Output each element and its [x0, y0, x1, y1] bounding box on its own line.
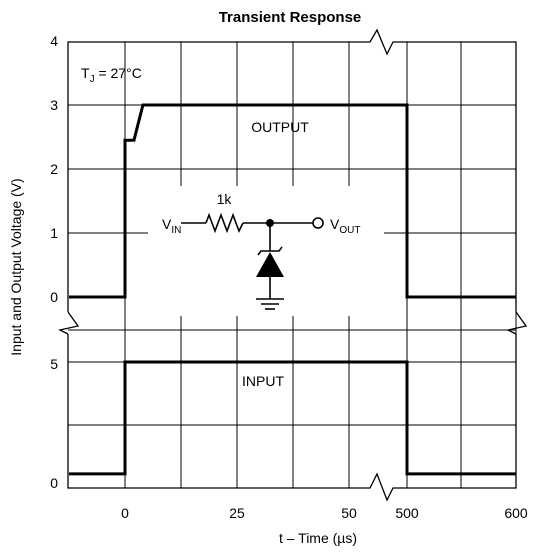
output-series-label: OUTPUT [251, 119, 309, 135]
y-axis-break-right [506, 311, 528, 335]
y-tick-label: 0 [50, 289, 58, 305]
frame-top [67, 28, 517, 312]
y-tick-label: 2 [50, 161, 58, 177]
y-axis-label: Input and Output Voltage (V) [8, 178, 24, 355]
output-trace [69, 103, 516, 299]
output-terminal [312, 217, 324, 229]
x-axis-label: t – Time (µs) [279, 530, 357, 546]
chart-title: Transient Response [219, 9, 362, 26]
vout-label: VOUT [330, 216, 360, 236]
x-tick-label: 0 [121, 505, 129, 521]
input-trace [69, 360, 516, 476]
x-tick-label: 600 [504, 505, 528, 521]
vin-label: VIN [162, 216, 181, 236]
test-circuit: VIN 1k VOUT [148, 186, 384, 316]
y-tick-label: 0 [50, 475, 58, 491]
resistor-symbol [205, 212, 244, 234]
zener-cathode-bar [257, 246, 283, 256]
input-series-label: INPUT [242, 373, 284, 389]
y-axis-break-left [58, 311, 80, 335]
x-tick-label: 500 [395, 505, 419, 521]
frame-bottom [67, 334, 517, 502]
traces [69, 103, 516, 476]
x-tick-label: 50 [341, 505, 357, 521]
plot-frame [58, 28, 528, 502]
x-tick-label: 25 [229, 505, 245, 521]
y-tick-label: 3 [50, 97, 58, 113]
y-tick-label: 4 [50, 33, 58, 49]
temperature-annotation: TJ = 27°C [81, 65, 142, 85]
y-tick-label: 1 [50, 225, 58, 241]
zener-diode-symbol [256, 252, 284, 277]
y-tick-label: 5 [50, 356, 58, 372]
resistor-label: 1k [217, 191, 233, 207]
